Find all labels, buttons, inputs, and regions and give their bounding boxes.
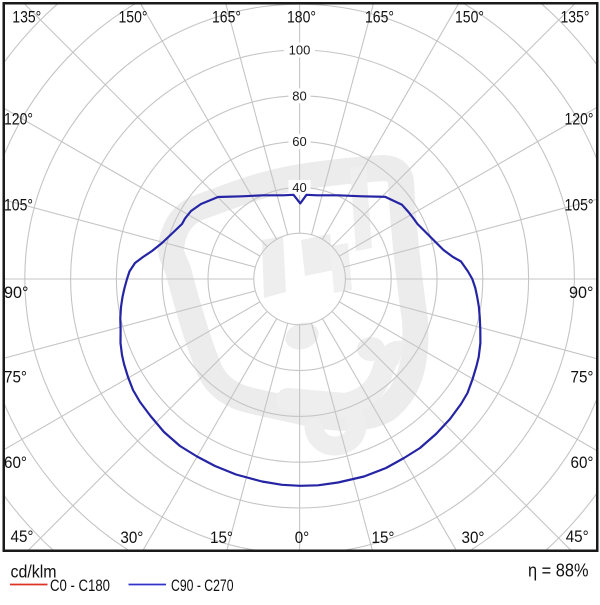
svg-text:150°: 150° [455,7,484,26]
svg-text:135°: 135° [12,7,41,26]
svg-text:cd/klm: cd/klm [11,562,57,582]
svg-text:105°: 105° [4,196,33,215]
svg-text:60: 60 [292,134,306,149]
svg-text:45°: 45° [566,527,589,546]
svg-text:C90 - C270: C90 - C270 [171,576,234,595]
svg-text:100: 100 [289,43,311,58]
svg-text:60°: 60° [4,453,27,472]
svg-text:120°: 120° [565,109,594,128]
svg-text:C0 - C180: C0 - C180 [50,576,110,595]
svg-text:30°: 30° [462,528,485,547]
svg-text:40: 40 [292,180,306,195]
svg-text:75°: 75° [571,368,594,387]
svg-text:15°: 15° [210,528,233,547]
svg-text:60°: 60° [571,453,594,472]
svg-text:165°: 165° [212,7,241,26]
svg-text:135°: 135° [561,7,590,26]
svg-text:180°: 180° [287,7,316,26]
svg-text:0°: 0° [295,528,310,547]
svg-text:105°: 105° [565,196,594,215]
svg-text:90°: 90° [4,283,29,302]
svg-text:165°: 165° [365,7,394,26]
svg-text:45°: 45° [11,527,34,546]
svg-text:75°: 75° [4,368,27,387]
svg-text:η = 88%: η = 88% [528,560,589,581]
svg-text:120°: 120° [4,109,33,128]
svg-text:15°: 15° [372,528,395,547]
svg-text:80: 80 [292,88,306,103]
svg-text:150°: 150° [119,7,148,26]
svg-text:30°: 30° [120,528,143,547]
svg-text:90°: 90° [569,283,594,302]
